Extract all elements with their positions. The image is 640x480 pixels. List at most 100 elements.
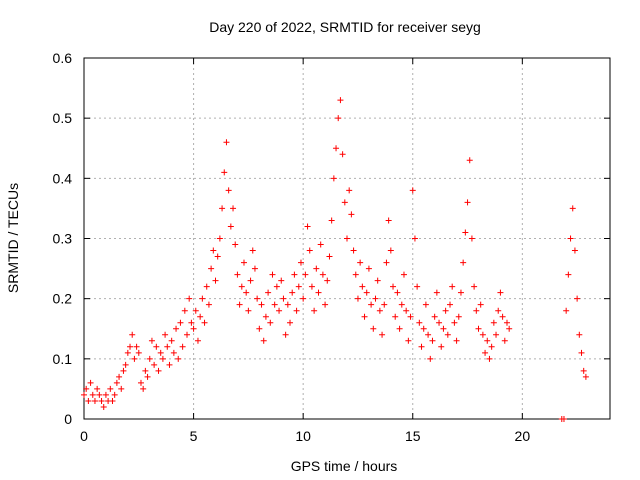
data-point: [308, 283, 315, 290]
data-point: [227, 223, 234, 230]
data-point: [460, 259, 467, 266]
data-point: [190, 325, 197, 332]
data-point: [422, 301, 429, 308]
data-point: [493, 331, 500, 338]
data-point: [457, 289, 464, 296]
data-point: [151, 361, 158, 368]
data-point: [341, 199, 348, 206]
data-point: [407, 313, 414, 320]
data-point: [186, 295, 193, 302]
data-point: [254, 295, 261, 302]
data-point: [563, 307, 570, 314]
data-point: [311, 307, 318, 314]
data-point: [144, 373, 151, 380]
data-point: [129, 331, 136, 338]
y-tick-label: 0.1: [53, 351, 73, 367]
data-point: [427, 355, 434, 362]
data-point: [194, 337, 201, 344]
data-point: [284, 301, 291, 308]
data-point: [243, 289, 250, 296]
data-point: [488, 343, 495, 350]
data-point: [81, 391, 87, 398]
data-point: [260, 337, 267, 344]
data-point: [214, 253, 221, 260]
x-axis-label: GPS time / hours: [291, 458, 398, 474]
data-point: [293, 307, 300, 314]
data-point: [184, 331, 191, 338]
data-point: [140, 385, 147, 392]
data-point: [398, 301, 405, 308]
data-point: [291, 271, 298, 278]
data-point: [282, 331, 289, 338]
data-point: [569, 205, 576, 212]
data-point: [170, 349, 177, 356]
data-point: [486, 355, 493, 362]
x-tick-label: 0: [80, 428, 88, 444]
data-point: [357, 259, 364, 266]
data-point: [359, 283, 366, 290]
data-point: [444, 331, 451, 338]
data-point: [576, 331, 583, 338]
data-point: [348, 211, 355, 218]
data-point: [390, 283, 397, 290]
data-point: [111, 391, 118, 398]
data-point: [155, 367, 162, 374]
data-point: [118, 385, 125, 392]
data-point: [475, 325, 482, 332]
data-point: [133, 343, 140, 350]
data-point: [503, 319, 510, 326]
data-point: [122, 361, 129, 368]
data-point: [116, 373, 123, 380]
data-point: [379, 331, 386, 338]
data-point: [236, 301, 243, 308]
data-point: [201, 319, 208, 326]
data-point: [249, 247, 256, 254]
data-point: [289, 289, 296, 296]
data-point: [297, 259, 304, 266]
data-point: [337, 97, 344, 104]
data-point: [98, 397, 105, 404]
data-point: [567, 235, 574, 242]
data-point: [411, 235, 418, 242]
data-point: [447, 301, 454, 308]
data-point: [451, 319, 458, 326]
data-point: [425, 331, 432, 338]
data-point: [212, 277, 219, 284]
data-point: [278, 277, 285, 284]
data-point: [449, 283, 456, 290]
data-point: [429, 337, 436, 344]
data-point: [479, 331, 486, 338]
data-point: [173, 325, 180, 332]
data-point: [354, 295, 361, 302]
data-point: [153, 343, 160, 350]
data-point: [192, 307, 199, 314]
data-point: [166, 361, 173, 368]
data-point: [91, 397, 98, 404]
data-point: [188, 319, 195, 326]
data-point: [376, 307, 383, 314]
data-point: [344, 235, 350, 242]
data-point: [574, 295, 581, 302]
data-point: [368, 301, 375, 308]
data-point: [262, 313, 269, 320]
data-point: [387, 247, 394, 254]
data-point: [499, 313, 506, 320]
data-point: [455, 313, 462, 320]
data-point: [462, 229, 469, 236]
data-point: [232, 241, 239, 248]
plot-frame: [83, 57, 611, 420]
data-point: [87, 379, 94, 386]
data-point: [438, 343, 445, 350]
data-point: [256, 325, 263, 332]
data-point: [313, 265, 320, 272]
data-point: [203, 283, 210, 290]
data-point: [162, 331, 169, 338]
data-point: [273, 283, 280, 290]
data-point: [473, 307, 480, 314]
data-point: [326, 253, 333, 260]
data-point: [146, 355, 153, 362]
data-point: [582, 373, 589, 380]
data-point: [372, 295, 379, 302]
data-point: [453, 337, 460, 344]
data-point: [471, 283, 478, 290]
